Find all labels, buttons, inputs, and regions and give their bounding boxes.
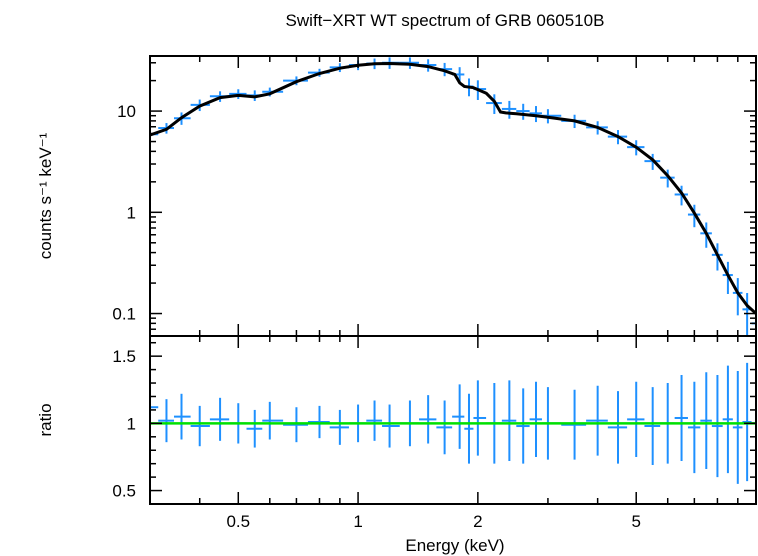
spectrum-y-tick-label: 1 — [127, 203, 136, 222]
ratio-data-point — [529, 381, 542, 457]
ratio-data-point — [516, 388, 530, 464]
spectrum-panel: 0.1 1 10 counts s⁻¹ keV⁻¹ — [36, 55, 757, 337]
ratio-panel: 0.5 1 1.5 ratio — [36, 335, 757, 505]
ratio-data-point — [151, 406, 159, 409]
ratio-data-point — [190, 405, 210, 447]
ratio-y-axis-label: ratio — [36, 403, 55, 436]
ratio-y-tick-label: 1 — [127, 414, 136, 433]
ratio-data-point — [700, 372, 712, 470]
ratio-data-point — [561, 389, 587, 460]
ratio-data-point — [158, 399, 174, 443]
spectrum-data-point — [660, 169, 675, 188]
spectrum-model-line — [151, 61, 755, 315]
ratio-data-point — [419, 395, 437, 444]
spectrum-data-point — [516, 103, 530, 120]
ratio-data-point — [586, 385, 608, 456]
ratio-data-point — [742, 362, 752, 482]
chart-title: Swift−XRT WT spectrum of GRB 060510B — [286, 11, 605, 30]
ratio-data-point — [711, 374, 723, 478]
ratio-data-point — [501, 380, 517, 461]
ratio-data-point — [722, 365, 733, 474]
ratio-data-point — [307, 405, 330, 439]
ratio-data-point — [464, 393, 474, 464]
ratio-data-point — [644, 387, 661, 466]
ratio-data-point — [473, 380, 487, 456]
ratio-data-point — [687, 381, 701, 474]
x-tick-label: 0.5 — [226, 512, 250, 531]
spectrum-data-point — [501, 100, 517, 119]
x-tick-label: 5 — [631, 512, 640, 531]
ratio-data-point — [436, 400, 453, 455]
x-axis-label: Energy (keV) — [405, 536, 504, 555]
ratio-data-point — [262, 401, 284, 440]
spectrum-y-tick-label: 0.1 — [112, 305, 136, 324]
spectrum-data-point — [529, 106, 542, 123]
ratio-y-tick-label: 0.5 — [112, 482, 136, 501]
ratio-data-point — [452, 384, 465, 449]
ratio-data-point — [283, 407, 308, 443]
ratio-data-point — [607, 391, 628, 464]
ratio-data-point — [627, 381, 645, 457]
ratio-data-point — [732, 370, 743, 484]
x-tick-label: 2 — [473, 512, 482, 531]
ratio-data-point — [209, 397, 230, 441]
spectrum-y-tick-label: 10 — [117, 102, 136, 121]
spectrum-y-axis-label: counts s⁻¹ keV⁻¹ — [36, 132, 55, 259]
ratio-panel-frame — [149, 335, 757, 505]
ratio-data-point — [674, 374, 688, 461]
ratio-data-point — [382, 404, 400, 448]
ratio-data-point — [246, 409, 263, 448]
ratio-data-point — [329, 409, 349, 445]
ratio-y-tick-label: 1.5 — [112, 347, 136, 366]
x-tick-label: 1 — [353, 512, 362, 531]
ratio-data-point — [366, 400, 383, 441]
spectrum-panel-frame — [149, 55, 757, 337]
ratio-data-point — [173, 393, 191, 440]
